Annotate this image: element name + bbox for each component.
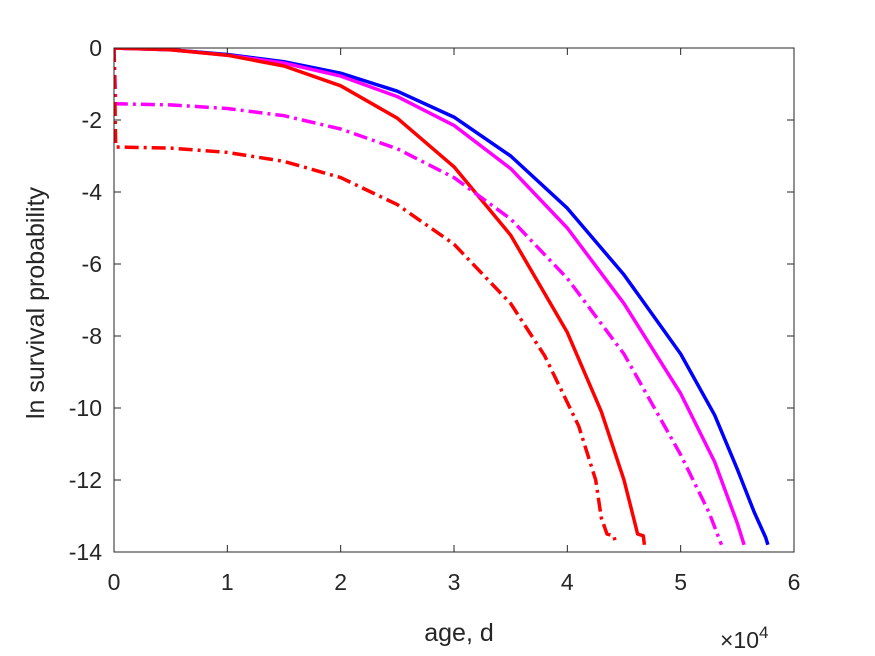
series-layer — [114, 48, 770, 546]
x-axis-label: age, d — [424, 619, 494, 647]
x-tick-label: 1 — [221, 569, 234, 595]
plot-area — [114, 48, 794, 552]
series-line-4 — [114, 48, 724, 546]
x-tick-label: 2 — [334, 569, 347, 595]
y-tick-label: -8 — [82, 323, 102, 349]
series-line-3 — [114, 48, 647, 546]
series-line-5 — [114, 48, 618, 546]
x-tick-label: 3 — [448, 569, 461, 595]
x-tick-label: 0 — [108, 569, 121, 595]
y-tick-label: 0 — [89, 35, 102, 61]
x-tick-label: 4 — [561, 569, 574, 595]
x-multiplier-exponent: 4 — [759, 623, 768, 642]
x-multiplier-label: ×104 — [720, 623, 768, 653]
tick-layer: 0 1 2 3 4 5 6 0 -2 -4 -6 -8 -10 -12 -14 — [69, 35, 801, 595]
y-tick-label: -12 — [69, 467, 102, 493]
y-axis-label: ln survival probability — [22, 186, 50, 419]
y-tick-label: -2 — [82, 107, 102, 133]
x-multiplier-base: ×10 — [720, 627, 759, 653]
x-tick-label: 6 — [788, 569, 801, 595]
x-tick-label: 5 — [674, 569, 687, 595]
y-tick-label: -6 — [82, 251, 102, 277]
y-tick-label: -10 — [69, 395, 102, 421]
y-tick-label: -14 — [69, 539, 102, 565]
y-tick-label: -4 — [82, 179, 103, 205]
